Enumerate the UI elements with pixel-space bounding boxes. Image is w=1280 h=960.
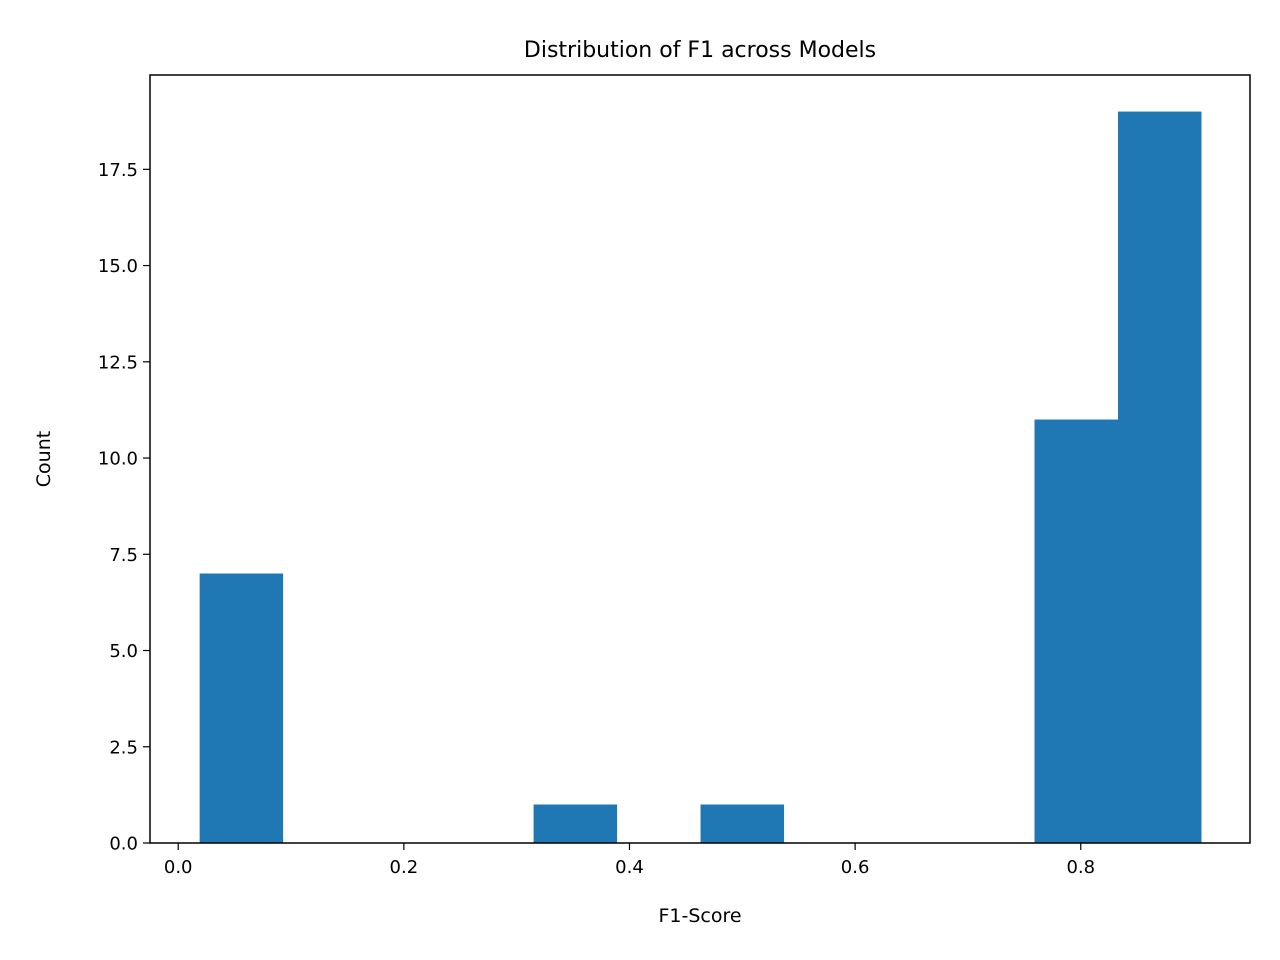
x-tick-label: 0.6 [841,857,870,878]
y-tick-label: 5.0 [109,641,138,662]
x-tick-label: 0.8 [1066,857,1095,878]
y-tick-label: 10.0 [98,449,138,470]
chart-title: Distribution of F1 across Models [524,38,876,63]
histogram-bar [700,804,785,843]
x-ticks-group: 0.0 0.2 0.4 0.6 0.8 [164,843,1095,878]
y-axis-label: Count [33,431,55,487]
x-axis-label: F1-Score [658,905,741,927]
histogram-bar [533,804,618,843]
histogram-bar [1034,419,1118,843]
y-tick-label: 12.5 [98,352,138,373]
histogram-bar [199,573,284,843]
y-tick-label: 15.0 [98,256,138,277]
y-tick-label: 7.5 [109,545,138,566]
y-tick-label: 2.5 [109,737,138,758]
plot-frame [149,74,1251,844]
x-tick-label: 0.0 [164,857,193,878]
y-ticks-group: 0.0 2.5 5.0 7.5 10.0 12.5 15.0 17.5 [98,160,150,855]
x-tick-label: 0.2 [390,857,419,878]
y-tick-label: 0.0 [109,834,138,855]
x-tick-label: 0.4 [615,857,644,878]
bars-group [199,111,1202,843]
histogram-bar [1118,111,1202,843]
y-tick-label: 17.5 [98,160,138,181]
